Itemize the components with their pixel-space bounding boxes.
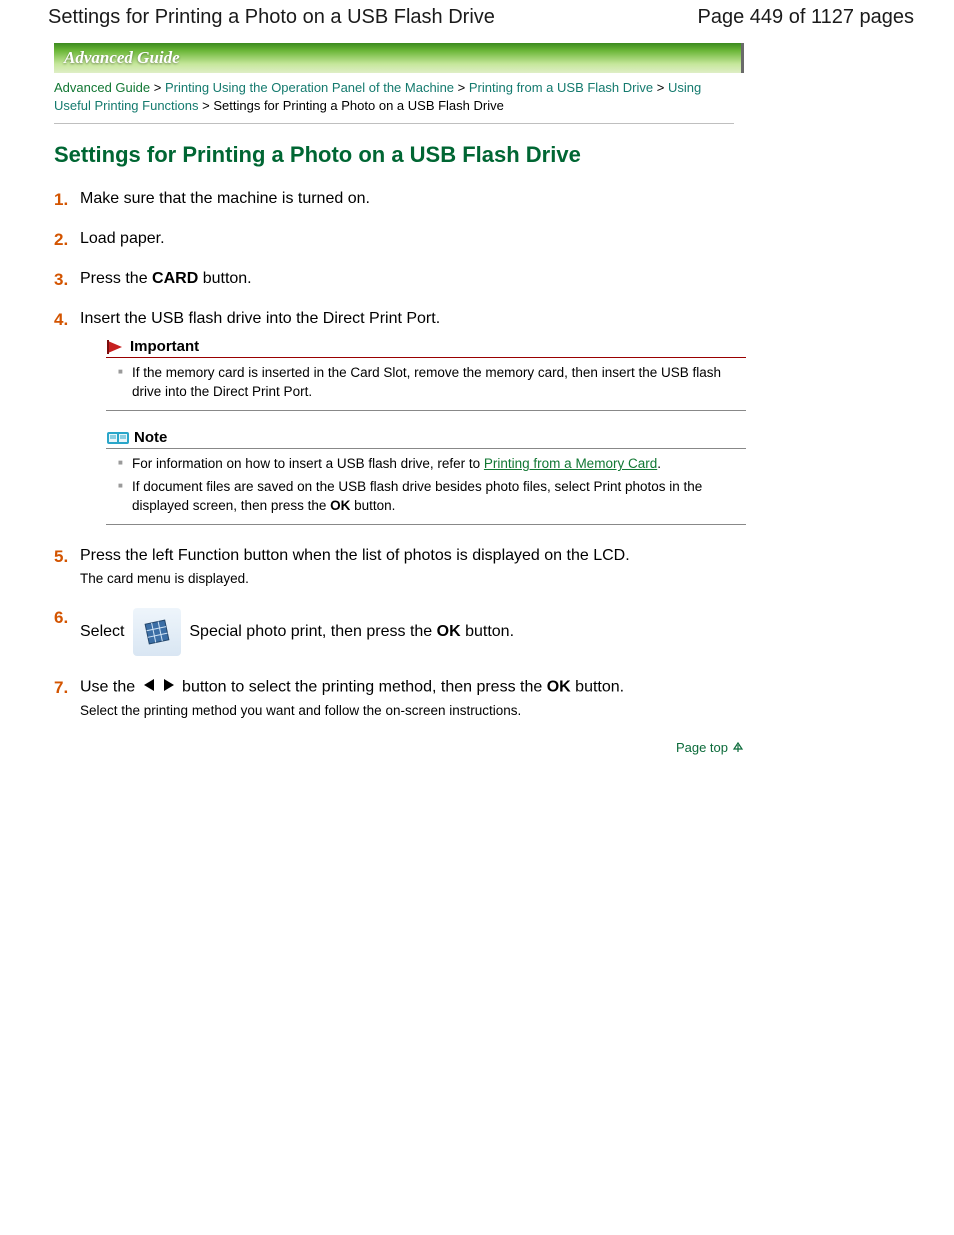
card-button-label: CARD [152, 270, 198, 287]
step-number: 6. [54, 608, 68, 628]
arrow-up-icon [732, 741, 744, 753]
step-item: 6. Select Special photo print, then pres… [54, 608, 914, 656]
note-header: Note [106, 429, 746, 449]
doc-title: Settings for Printing a Photo on a USB F… [48, 6, 495, 29]
step-text: Special photo print, then press the [189, 623, 436, 640]
step-number: 5. [54, 547, 68, 567]
step-number: 3. [54, 270, 68, 290]
note-item: If document files are saved on the USB f… [118, 478, 746, 516]
ok-button-label: OK [547, 679, 571, 696]
important-label: Important [130, 338, 199, 355]
step-number: 1. [54, 190, 68, 210]
step-text: button. [461, 623, 514, 640]
steps-list: 1. Make sure that the machine is turned … [54, 190, 914, 717]
step-subtext: The card menu is displayed. [80, 571, 914, 586]
step-number: 2. [54, 230, 68, 250]
step-item: 7. Use the button to select the printing… [54, 678, 914, 718]
step-item: 3. Press the CARD button. [54, 270, 914, 288]
book-icon [106, 430, 130, 446]
step-item: 1. Make sure that the machine is turned … [54, 190, 914, 208]
step-text: Make sure that the machine is turned on. [80, 190, 370, 207]
step-text: button to select the printing method, th… [178, 679, 547, 696]
breadcrumb-sep: > [458, 80, 466, 95]
memory-card-link[interactable]: Printing from a Memory Card [484, 456, 657, 471]
note-text: button. [350, 498, 395, 513]
ok-button-label: OK [437, 623, 461, 640]
left-right-arrow-icon [144, 678, 174, 697]
step-text: Load paper. [80, 230, 165, 247]
important-header: Important [106, 338, 746, 358]
step-text: button. [571, 679, 624, 696]
breadcrumb-sep: > [657, 80, 665, 95]
step-number: 7. [54, 678, 68, 698]
step-item: 4. Insert the USB flash drive into the D… [54, 310, 914, 524]
note-text: For information on how to insert a USB f… [132, 456, 484, 471]
breadcrumb-sep: > [202, 98, 210, 113]
breadcrumb-current: Settings for Printing a Photo on a USB F… [213, 98, 503, 113]
ok-button-label: OK [330, 498, 350, 513]
step-subtext: Select the printing method you want and … [80, 703, 914, 718]
step-text: Insert the USB flash drive into the Dire… [80, 310, 440, 327]
step-text: Press the left Function button when the … [80, 547, 630, 564]
divider [54, 123, 734, 124]
breadcrumb: Advanced Guide > Printing Using the Oper… [54, 79, 734, 115]
page-top-link[interactable]: Page top [676, 740, 728, 755]
guide-banner-text: Advanced Guide [64, 48, 180, 68]
step-item: 5. Press the left Function button when t… [54, 547, 914, 586]
step-number: 4. [54, 310, 68, 330]
step-text: Use the [80, 679, 140, 696]
page-title: Settings for Printing a Photo on a USB F… [54, 142, 914, 168]
important-callout: Important If the memory card is inserted… [106, 338, 746, 524]
step-item: 2. Load paper. [54, 230, 914, 248]
guide-banner: Advanced Guide [54, 43, 744, 73]
step-text: button. [198, 270, 251, 287]
special-photo-print-icon [133, 608, 181, 656]
breadcrumb-link[interactable]: Printing Using the Operation Panel of th… [165, 80, 454, 95]
step-text: Select [80, 623, 129, 640]
page-top-link-container: Page top [54, 740, 744, 755]
important-item: If the memory card is inserted in the Ca… [118, 364, 746, 402]
flag-icon [106, 339, 126, 355]
note-text: If document files are saved on the USB f… [132, 479, 702, 513]
note-label: Note [134, 429, 167, 446]
step-text: Press the [80, 270, 152, 287]
breadcrumb-link[interactable]: Printing from a USB Flash Drive [469, 80, 653, 95]
page-indicator: Page 449 of 1127 pages [698, 6, 914, 29]
note-text: . [657, 456, 661, 471]
note-item: For information on how to insert a USB f… [118, 455, 746, 474]
breadcrumb-sep: > [154, 80, 162, 95]
breadcrumb-link[interactable]: Advanced Guide [54, 80, 150, 95]
